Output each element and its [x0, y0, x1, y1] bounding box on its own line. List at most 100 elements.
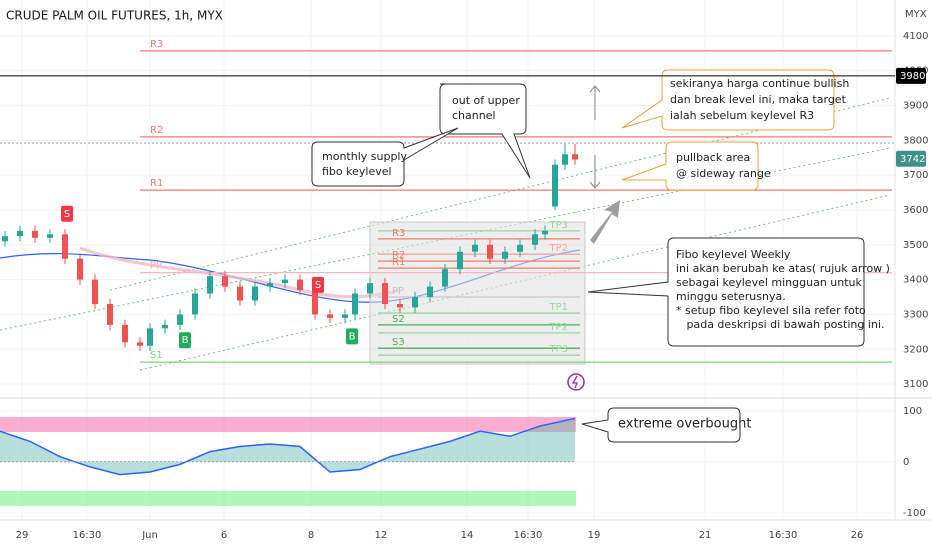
- candle-body: [62, 234, 68, 259]
- note-text: extreme overbought: [618, 417, 751, 432]
- note-text: Fibo keylevel Weekly: [676, 248, 791, 261]
- note-text: pullback area: [676, 151, 750, 164]
- moving-average: [79, 246, 401, 299]
- candle-body: [542, 230, 548, 235]
- arrow-down: [589, 155, 601, 189]
- level-label: PP: [150, 261, 162, 272]
- candle-body: [352, 293, 358, 315]
- callout-box: [621, 69, 835, 131]
- y-tick-label: 3200: [903, 344, 928, 355]
- candle-body: [457, 251, 463, 270]
- callout: extreme overbought: [581, 407, 751, 443]
- candles: S S B B: [2, 143, 578, 351]
- note-text: ini akan berubah ke atas( rujuk arrow ): [676, 262, 890, 275]
- candle-body: [472, 244, 478, 252]
- candle-body: [427, 286, 433, 298]
- note-text: sebagai keylevel mingguan untuk: [676, 276, 863, 289]
- note-text: out of upper: [452, 94, 520, 107]
- signal-label: B: [349, 331, 356, 342]
- big-arrow: [590, 200, 620, 244]
- x-tick-label: 8: [308, 530, 314, 541]
- x-tick-label: 26: [851, 530, 864, 541]
- box-level-label: R1: [392, 257, 405, 268]
- x-tick-label: 6: [221, 530, 227, 541]
- price-tag-label: 3742: [900, 154, 925, 165]
- x-tick-label: 14: [461, 530, 474, 541]
- y-tick-label: 3100: [903, 379, 928, 390]
- candle-body: [312, 290, 318, 315]
- candle-body: [122, 324, 128, 343]
- note-text: minggu seterusnya.: [676, 290, 786, 303]
- candle-body: [367, 283, 373, 294]
- box-level-label: R2: [392, 250, 405, 261]
- candle-body: [32, 230, 38, 238]
- candle-body: [532, 234, 538, 245]
- note-text: channel: [452, 109, 496, 122]
- note-text: sekiranya harga continue bullish: [670, 77, 849, 90]
- candle-body: [442, 269, 448, 287]
- signal-marker: [179, 332, 191, 349]
- candle-body: [327, 314, 333, 318]
- price-tag: [896, 67, 926, 84]
- candle-body: [192, 293, 198, 315]
- callout: Fibo keylevel Weekly ini akan berubah ke…: [587, 237, 890, 347]
- candle-body: [77, 258, 83, 280]
- candle-body: [502, 251, 508, 259]
- y-tick-label: 3700: [903, 170, 928, 181]
- candle-body: [282, 279, 288, 284]
- callout-box: [621, 141, 759, 191]
- candle-body: [267, 283, 273, 287]
- candle-body: [382, 283, 388, 304]
- candle-body: [342, 314, 348, 318]
- y-tick-label: 3500: [903, 240, 928, 251]
- x-tick-label: 12: [375, 530, 388, 541]
- box-level-label: R3: [392, 228, 405, 239]
- candle-body: [2, 236, 8, 242]
- signal-label: B: [182, 335, 189, 346]
- x-tick-label: 19: [588, 530, 601, 541]
- box-level-label: TP3: [548, 220, 568, 231]
- callout-box: [311, 127, 459, 187]
- note-text: fibo keylevel: [322, 165, 392, 178]
- y-tick-label: 3600: [903, 205, 928, 216]
- candle-body: [207, 276, 213, 294]
- level-label: R1: [150, 178, 163, 189]
- note-text: @ sideway range: [676, 167, 771, 180]
- note-text: pada deskripsi di bawah posting ini.: [676, 318, 884, 331]
- channel-line: [109, 97, 891, 291]
- candle-body: [517, 244, 523, 252]
- candle-body: [552, 164, 558, 207]
- level-label: S1: [150, 350, 163, 361]
- x-tick-label: 16:30: [73, 530, 102, 541]
- signal-marker: [346, 328, 358, 345]
- callout: monthly supply fibo keylevel: [311, 127, 459, 187]
- signal-marker: [61, 205, 73, 222]
- currency: MYX: [905, 9, 927, 20]
- callout-box: [439, 83, 531, 179]
- overbought-zone: [0, 417, 576, 432]
- note-text: * setup fibo keylevel sila refer foto: [676, 304, 866, 317]
- x-tick-label: Jun: [141, 530, 158, 541]
- note-text: monthly supply: [322, 150, 407, 163]
- candle-body: [412, 297, 418, 308]
- candle-body: [137, 342, 143, 346]
- x-tick-label: 29: [16, 530, 29, 541]
- candle-body: [162, 324, 168, 329]
- box-level-label: TP1: [548, 302, 568, 313]
- x-tick-label: 16:30: [769, 530, 798, 541]
- y-tick-label: 0: [903, 457, 909, 468]
- price-tag: [896, 150, 926, 167]
- candle-body: [107, 303, 113, 325]
- y-tick-label: 3900: [903, 101, 928, 112]
- callout-box: [581, 407, 741, 443]
- box-level-label: S3: [392, 337, 405, 348]
- level-label: R3: [150, 39, 163, 50]
- note-text: ialah sebelum keylevel R3: [670, 109, 814, 122]
- y-tick-label: 4100: [903, 31, 928, 42]
- candle-body: [397, 303, 403, 308]
- box-level-label: PP: [392, 286, 404, 297]
- callout: pullback area @ sideway range: [621, 141, 771, 191]
- candle-body: [147, 328, 153, 346]
